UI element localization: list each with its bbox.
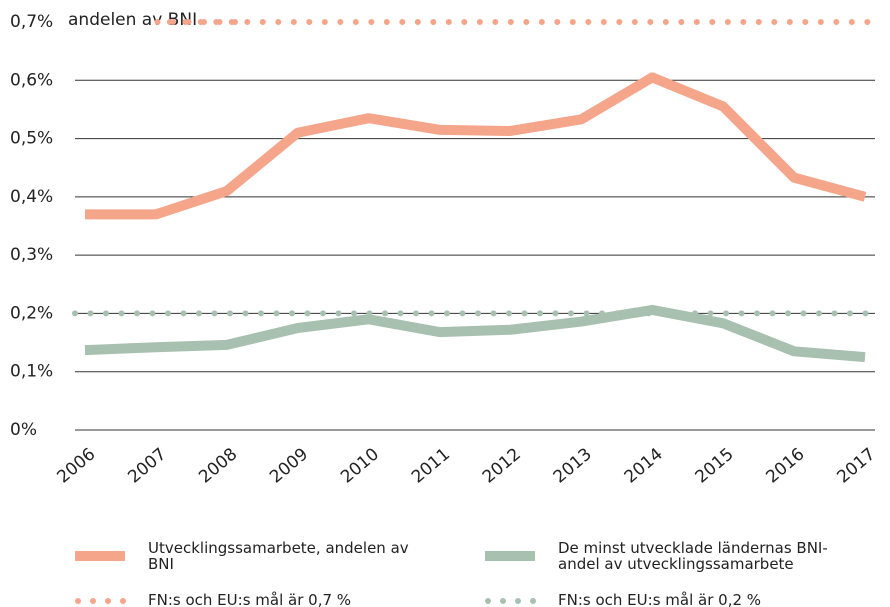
y-tick-label: 0,7%: [10, 12, 53, 32]
y-tick-label: 0,6%: [10, 70, 53, 90]
legend-label: FN:s och EU:s mål är 0,2 %: [558, 591, 762, 607]
y-tick-label: 0%: [10, 420, 37, 440]
x-tick-label: 2006: [53, 444, 99, 487]
y-axis-label: andelen av BNI: [68, 10, 197, 30]
legend-label: Utvecklingssamarbete, andelen av BNI: [148, 539, 409, 573]
x-tick-label: 2013: [550, 444, 596, 487]
x-tick-label: 2011: [408, 444, 454, 487]
y-tick-label: 0,5%: [10, 129, 53, 149]
x-tick-label: 2008: [195, 444, 241, 487]
x-tick-label: 2017: [833, 444, 879, 487]
x-tick-label: 2007: [124, 444, 170, 487]
x-tick-label: 2016: [763, 444, 809, 487]
y-tick-label: 0,3%: [10, 245, 53, 265]
line-series: [84, 304, 866, 363]
x-tick-label: 2009: [266, 444, 312, 487]
x-tick-label: 2012: [479, 444, 525, 487]
y-tick-label: 0,2%: [10, 303, 53, 323]
y-tick-label: 0,1%: [10, 362, 53, 382]
legend-label: FN:s och EU:s mål är 0,7 %: [148, 591, 352, 607]
line-series: [85, 72, 867, 220]
legend-label: De minst utvecklade ländernas BNI-andel …: [558, 539, 828, 573]
x-tick-label: 2015: [692, 444, 738, 487]
y-tick-label: 0,4%: [10, 187, 53, 207]
x-tick-label: 2010: [337, 444, 383, 487]
x-tick-label: 2014: [621, 444, 667, 487]
